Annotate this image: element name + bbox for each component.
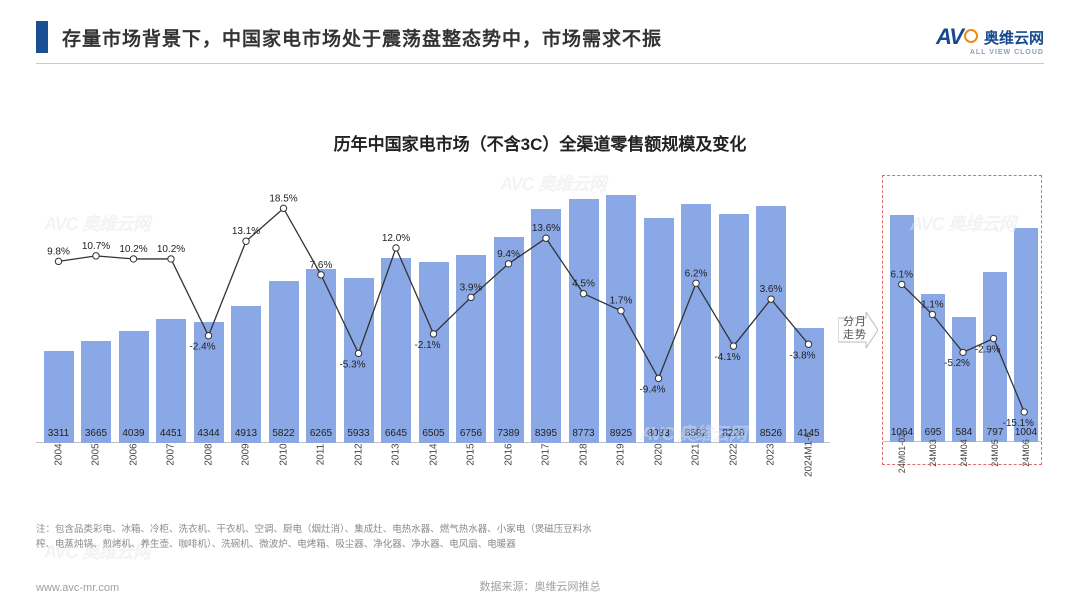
arrow-callout: 分月走势 (838, 312, 878, 348)
bar-value: 6505 (419, 428, 449, 439)
bar-xlabel: 2006 (128, 443, 139, 465)
chart-main: 3311200436652005403920064451200743442008… (36, 175, 830, 465)
bar: 69524M03 (921, 294, 945, 442)
bar-xlabel: 2022 (728, 443, 739, 465)
svg-text:18.5%: 18.5% (269, 193, 297, 204)
chart-month: 106424M01-02 69524M03 58424M04 79724M05 1004… (882, 175, 1042, 465)
bar-xlabel: 2018 (578, 443, 589, 465)
svg-text:10.2%: 10.2% (119, 244, 147, 255)
bar-value: 3665 (81, 428, 111, 439)
chart-title: 历年中国家电市场（不含3C）全渠道零售额规模及变化 (0, 130, 1080, 155)
bar-value: 7389 (494, 428, 524, 439)
logo-latin: AV (936, 24, 963, 50)
bar-value: 1004 (1014, 427, 1038, 438)
bar: 41452024M1-6 (794, 328, 824, 443)
bar-value: 8228 (719, 428, 749, 439)
header-rule (36, 63, 1044, 64)
bar-xlabel: 2009 (241, 443, 252, 465)
bar-value: 4451 (156, 428, 186, 439)
arrow-label: 分月走势 (842, 316, 868, 342)
bar: 36652005 (81, 341, 111, 443)
bar: 66452013 (381, 258, 411, 443)
bar-xlabel: 2012 (353, 443, 364, 465)
bar-xlabel: 2017 (541, 443, 552, 465)
bar-value: 8925 (606, 428, 636, 439)
bar: 44512007 (156, 319, 186, 443)
bar-value: 8083 (644, 428, 674, 439)
bar-xlabel: 2021 (691, 443, 702, 465)
bar-xlabel: 24M06 (1021, 439, 1031, 467)
bar-xlabel: 2013 (391, 443, 402, 465)
bar-xlabel: 2010 (278, 443, 289, 465)
bar-xlabel: 24M04 (959, 439, 969, 467)
bar: 82282022 (719, 214, 749, 443)
bar-xlabel: 2011 (316, 444, 327, 466)
bar-xlabel: 2016 (503, 443, 514, 465)
footnote: 注：包含品类彩电、冰箱、冷柜、洗衣机、干衣机、空调、厨电（烟灶消）、集成灶、电热… (36, 522, 596, 552)
bar: 58424M04 (952, 317, 976, 442)
bar: 65052014 (419, 262, 449, 443)
bar-value: 8582 (681, 428, 711, 439)
bar-value: 6645 (381, 428, 411, 439)
bar: 85822021 (681, 204, 711, 443)
bar: 73892016 (494, 237, 524, 443)
bar-value: 797 (983, 427, 1007, 438)
bar-xlabel: 2020 (653, 443, 664, 465)
bar-xlabel: 24M05 (990, 439, 1000, 467)
bar-value: 8773 (569, 428, 599, 439)
bar: 33112004 (44, 351, 74, 443)
bar-xlabel: 2019 (616, 443, 627, 465)
bar: 106424M01-02 (890, 215, 914, 442)
bar-xlabel: 2007 (166, 443, 177, 465)
bar: 40392006 (119, 331, 149, 443)
bar: 62652011 (306, 269, 336, 443)
bar-xlabel: 24M01-02 (897, 433, 907, 474)
bar: 85262023 (756, 206, 786, 443)
header-accent (36, 21, 48, 53)
bar-xlabel: 2015 (466, 443, 477, 465)
bar-xlabel: 2023 (766, 443, 777, 465)
bar-value: 8526 (756, 428, 786, 439)
bar: 67562015 (456, 255, 486, 443)
bar-value: 584 (952, 427, 976, 438)
bar: 49132009 (231, 306, 261, 443)
svg-text:10.7%: 10.7% (82, 241, 110, 252)
svg-text:12.0%: 12.0% (382, 233, 410, 244)
logo-cn: 奥维云网 (984, 27, 1044, 48)
bar: 58222010 (269, 281, 299, 443)
bar: 80832020 (644, 218, 674, 443)
bar: 89252019 (606, 195, 636, 443)
bar: 79724M05 (983, 272, 1007, 442)
bar-value: 4913 (231, 428, 261, 439)
bar-value: 8395 (531, 428, 561, 439)
bar-value: 695 (921, 427, 945, 438)
bar-xlabel: 24M03 (928, 439, 938, 467)
bar-value: 5822 (269, 428, 299, 439)
bar-value: 4344 (194, 428, 224, 439)
bar-xlabel: 2008 (203, 443, 214, 465)
logo-en: ALL VIEW CLOUD (970, 49, 1044, 56)
bar: 59332012 (344, 278, 374, 443)
bar-xlabel: 2024M1-6 (803, 432, 814, 477)
bar-value: 6265 (306, 428, 336, 439)
bar: 43442008 (194, 322, 224, 443)
svg-text:9.8%: 9.8% (47, 246, 70, 257)
page-title: 存量市场背景下，中国家电市场处于震荡盘整态势中，市场需求不振 (62, 24, 662, 51)
bar-value: 4039 (119, 428, 149, 439)
bar: 100424M06 (1014, 228, 1038, 442)
svg-text:13.1%: 13.1% (232, 226, 260, 237)
svg-text:10.2%: 10.2% (157, 244, 185, 255)
bar-value: 3311 (44, 428, 74, 439)
bar-xlabel: 2014 (428, 443, 439, 465)
bar-value: 5933 (344, 428, 374, 439)
bar: 83952017 (531, 209, 561, 443)
bar-xlabel: 2004 (53, 443, 64, 465)
bar-value: 6756 (456, 428, 486, 439)
logo-ring-icon (964, 29, 978, 43)
bar: 87732018 (569, 199, 599, 443)
footer-source: 数据来源：奥维云网推总 (0, 578, 1080, 594)
bar-xlabel: 2005 (91, 443, 102, 465)
brand-logo: AV 奥维云网 ALL VIEW CLOUD (936, 20, 1044, 54)
